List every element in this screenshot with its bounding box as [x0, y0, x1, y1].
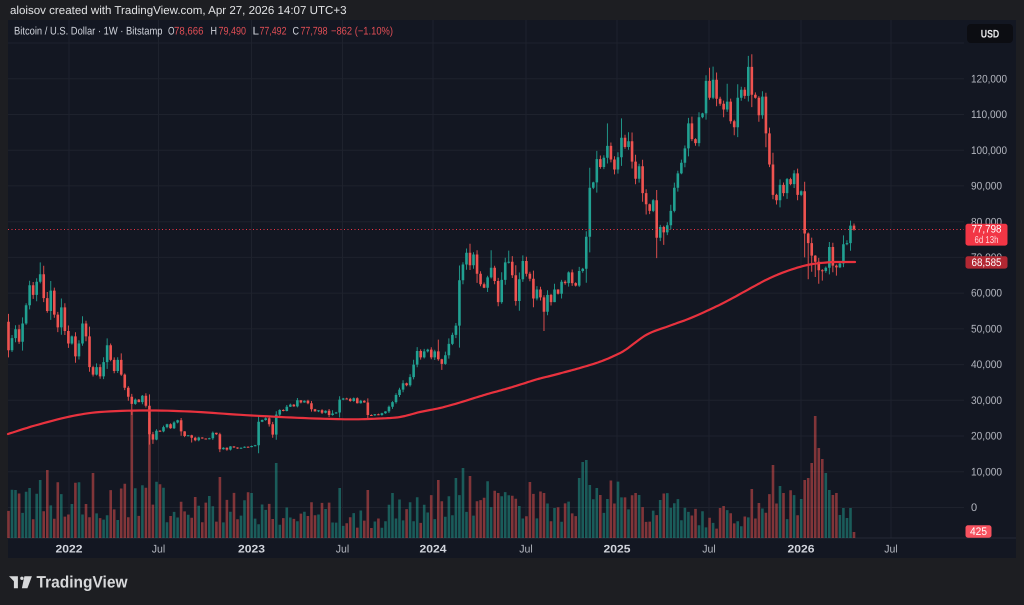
svg-text:2024: 2024 [420, 544, 448, 556]
svg-text:O: O [168, 26, 175, 38]
svg-text:0: 0 [971, 502, 977, 514]
svg-text:Bitcoin / U.S. Dollar · 1W · B: Bitcoin / U.S. Dollar · 1W · Bitstamp [14, 26, 163, 38]
svg-text:H: H [211, 26, 218, 38]
svg-text:Jul: Jul [519, 544, 533, 556]
svg-text:100,000: 100,000 [971, 145, 1007, 157]
svg-text:77,798: 77,798 [972, 224, 1002, 236]
svg-text:40,000: 40,000 [971, 359, 1002, 371]
svg-text:Jul: Jul [702, 544, 716, 556]
svg-text:110,000: 110,000 [971, 109, 1007, 121]
svg-text:30,000: 30,000 [971, 395, 1002, 407]
svg-text:120,000: 120,000 [971, 73, 1007, 85]
svg-text:2022: 2022 [56, 544, 83, 556]
svg-text:78,666: 78,666 [174, 26, 204, 38]
svg-text:79,490: 79,490 [219, 26, 247, 38]
svg-text:6d 13h: 6d 13h [975, 235, 999, 246]
svg-text:68,585: 68,585 [972, 257, 1002, 269]
svg-text:2025: 2025 [604, 544, 631, 556]
svg-text:60,000: 60,000 [971, 288, 1002, 300]
svg-text:10,000: 10,000 [971, 466, 1002, 478]
svg-text:77,492: 77,492 [260, 26, 287, 38]
svg-text:90,000: 90,000 [971, 181, 1002, 193]
svg-text:aloisov created with TradingVi: aloisov created with TradingView.com, Ap… [10, 5, 347, 17]
svg-text:425: 425 [970, 526, 987, 538]
svg-text:L: L [253, 26, 260, 38]
svg-text:2023: 2023 [238, 544, 265, 556]
svg-text:20,000: 20,000 [971, 431, 1002, 443]
svg-text:Jul: Jul [152, 544, 166, 556]
svg-text:USD: USD [981, 28, 1000, 40]
svg-text:2026: 2026 [788, 544, 815, 556]
svg-text:TradingView: TradingView [37, 573, 128, 591]
svg-text:77,798: 77,798 [301, 26, 328, 38]
svg-text:50,000: 50,000 [971, 324, 1002, 336]
svg-text:C: C [293, 26, 300, 38]
svg-text:Jul: Jul [884, 544, 898, 556]
svg-text:Jul: Jul [336, 544, 350, 556]
svg-text:−862 (−1.10%): −862 (−1.10%) [331, 26, 393, 38]
